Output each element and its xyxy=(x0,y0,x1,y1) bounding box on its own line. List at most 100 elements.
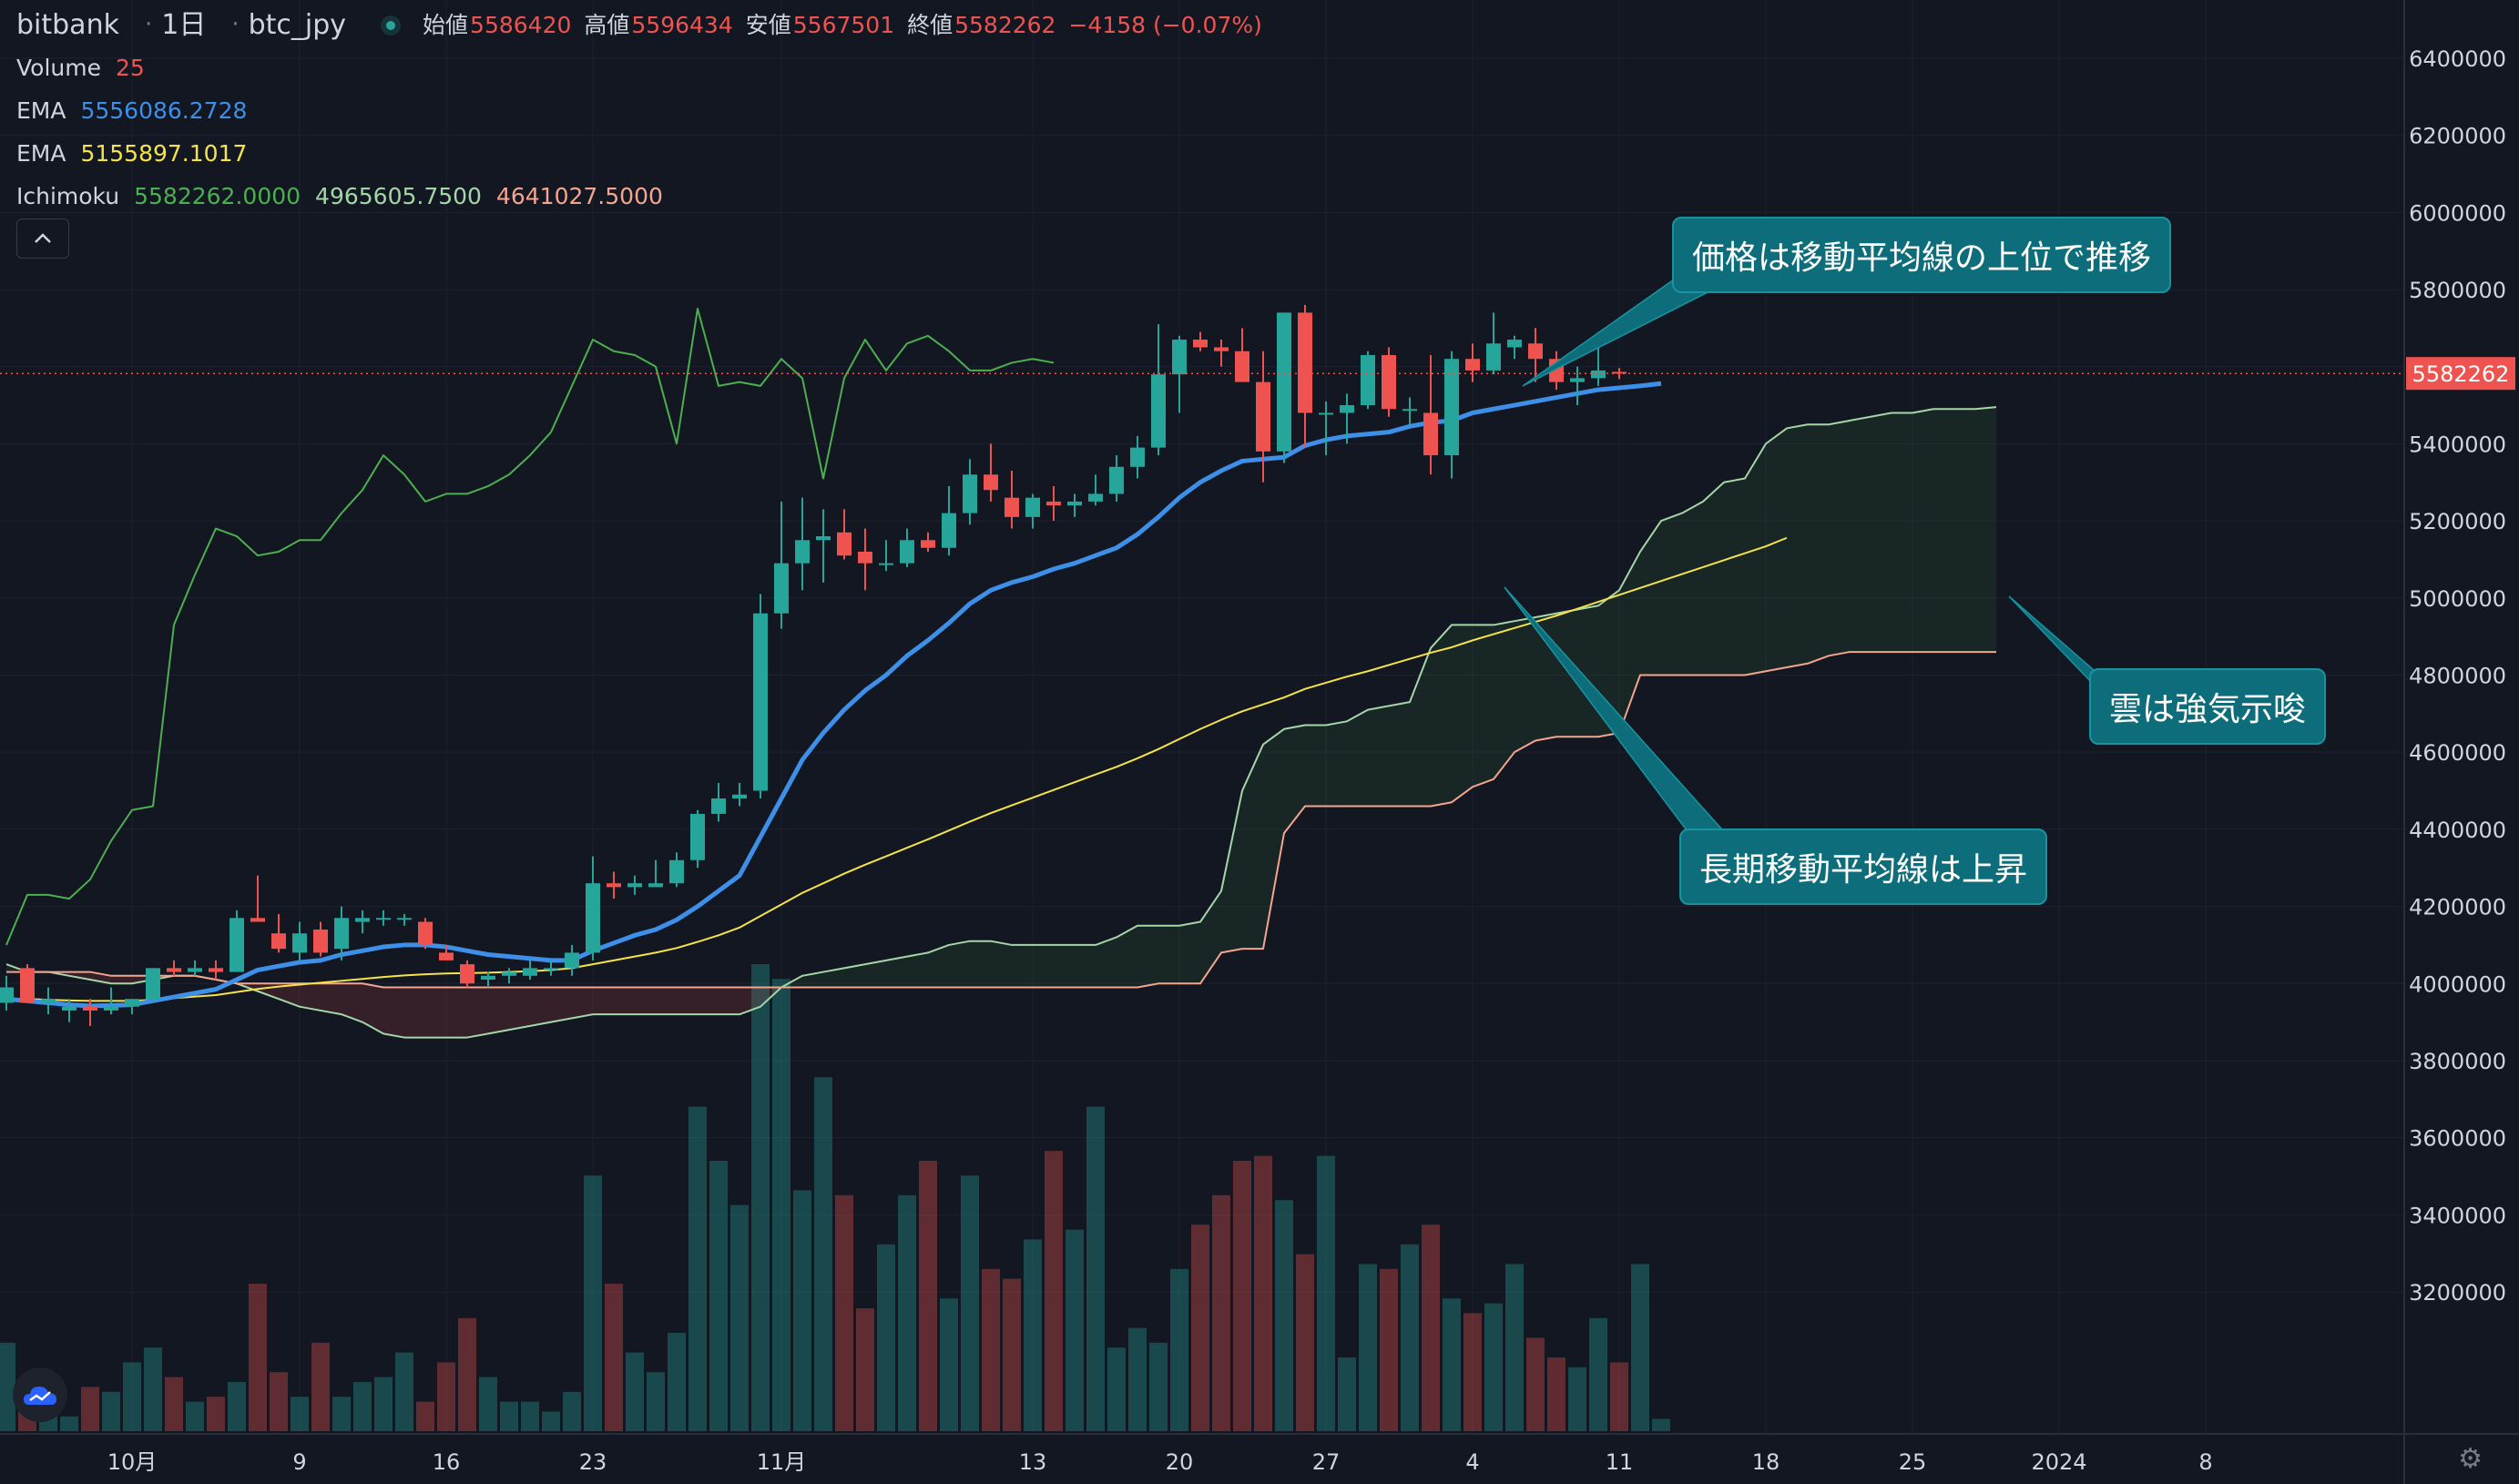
candle-body xyxy=(753,613,768,791)
candle-body xyxy=(376,918,391,920)
low-value: 5567501 xyxy=(792,12,895,38)
ichimoku-cloud-segment xyxy=(907,952,928,988)
ichimoku-cloud-segment xyxy=(656,987,677,1015)
candle-body xyxy=(586,883,600,953)
ichimoku-cloud-segment xyxy=(1703,482,1724,676)
volume-bar xyxy=(584,1175,602,1431)
ichimoku-cloud-segment xyxy=(1766,428,1787,672)
volume-bar xyxy=(1024,1239,1042,1431)
candle-body xyxy=(1130,447,1145,467)
ichimoku-legend[interactable]: Ichimoku 5582262.0000 4965605.7500 46410… xyxy=(16,175,1275,218)
volume-bar xyxy=(1443,1298,1461,1431)
ichimoku-cloud-segment xyxy=(1096,937,1117,988)
x-axis-tick-label: 4 xyxy=(1465,1449,1479,1475)
y-axis-tick-label: 6200000 xyxy=(2409,124,2506,149)
ichimoku-cloud-segment xyxy=(1431,625,1452,807)
candle-body xyxy=(1256,381,1270,452)
volume-bar xyxy=(793,1190,811,1431)
ichimoku-cloud-segment xyxy=(593,987,614,1015)
ichimoku-label: Ichimoku xyxy=(16,183,120,209)
candle-body xyxy=(481,975,495,981)
volume-bar xyxy=(1191,1225,1209,1431)
candle-body xyxy=(1277,312,1291,452)
volume-bar xyxy=(291,1397,309,1431)
candle-body xyxy=(104,1006,118,1011)
volume-bar xyxy=(730,1204,749,1431)
candle-body xyxy=(1361,354,1375,406)
volume-bar xyxy=(940,1298,958,1431)
current-price-label: 5582262 xyxy=(2412,361,2510,387)
volume-bar xyxy=(835,1194,853,1431)
y-axis-tick-label: 4800000 xyxy=(2409,663,2506,688)
volume-bar xyxy=(81,1387,99,1431)
candle-body xyxy=(711,798,726,814)
candle-body xyxy=(879,563,893,565)
volume-value: 25 xyxy=(115,55,145,81)
ichimoku-cloud-segment xyxy=(1871,412,1892,653)
candle-body xyxy=(62,1006,76,1011)
x-axis-tick-label: 11 xyxy=(1606,1449,1634,1475)
volume-bar xyxy=(479,1377,497,1431)
ichimoku-cloud-segment xyxy=(488,987,509,1034)
ichimoku-cloud-segment xyxy=(677,987,698,1015)
volume-bar xyxy=(1149,1342,1168,1431)
ema-slow-legend[interactable]: EMA 5155897.1017 xyxy=(16,132,1275,175)
high-label: 高値 xyxy=(584,12,630,38)
candle-body xyxy=(292,933,307,953)
volume-bar xyxy=(1422,1225,1440,1431)
interval[interactable]: 1日 xyxy=(161,9,207,41)
volume-label: Volume xyxy=(16,55,101,81)
high-value: 5596434 xyxy=(631,12,733,38)
volume-legend[interactable]: Volume 25 xyxy=(16,46,1275,89)
volume-bar xyxy=(102,1391,120,1431)
symbol-name[interactable]: btc_jpy xyxy=(248,9,347,41)
volume-bar xyxy=(1505,1264,1524,1431)
ichimoku-cloud-segment xyxy=(1326,721,1347,807)
ichimoku-cloud-segment xyxy=(865,960,886,988)
volume-bar xyxy=(186,1401,204,1431)
ema-fast-legend[interactable]: EMA 5556086.2728 xyxy=(16,89,1275,132)
candle-body xyxy=(837,532,852,556)
market-status-icon[interactable] xyxy=(381,15,402,36)
ichimoku-cloud-segment xyxy=(1745,443,1766,676)
ichimoku-cloud-segment xyxy=(300,983,321,1011)
ichimoku-cloud-segment xyxy=(1263,728,1284,950)
y-axis-tick-label: 3200000 xyxy=(2409,1280,2506,1306)
ichimoku-cloud-segment xyxy=(69,971,90,981)
volume-bar xyxy=(1547,1357,1565,1431)
candle-body xyxy=(565,952,579,969)
ichimoku-cloud-segment xyxy=(991,940,1012,988)
volume-bar xyxy=(688,1106,707,1431)
exchange-name[interactable]: bitbank xyxy=(16,9,119,41)
legend-collapse-button[interactable] xyxy=(16,219,69,259)
candle-body xyxy=(607,883,621,888)
tradingview-logo-icon[interactable] xyxy=(13,1367,67,1422)
volume-bar xyxy=(668,1333,686,1431)
candle-body xyxy=(816,536,831,541)
ichimoku-value-3: 4641027.5000 xyxy=(495,183,663,209)
ichimoku-cloud-segment xyxy=(342,983,362,1022)
x-axis-tick-label: 9 xyxy=(292,1449,306,1475)
candle-body xyxy=(1214,347,1229,351)
chart-settings-gear-icon[interactable]: ⚙ xyxy=(2458,1443,2483,1475)
volume-bar xyxy=(374,1377,393,1431)
ichimoku-cloud-segment xyxy=(1473,625,1494,788)
x-axis-tick-label: 16 xyxy=(433,1449,461,1475)
ichimoku-cloud-segment xyxy=(698,987,719,1015)
volume-bar xyxy=(1338,1357,1356,1431)
candle-body xyxy=(523,968,537,976)
ichimoku-cloud-segment xyxy=(844,964,865,988)
callout-cloud-bullish: 雲は強気示唆 xyxy=(2089,668,2327,745)
volume-bar xyxy=(1359,1264,1377,1431)
volume-bar xyxy=(605,1284,623,1431)
candle-body xyxy=(250,918,265,922)
volume-bar xyxy=(1275,1200,1293,1431)
candle-body xyxy=(1172,340,1187,375)
volume-bar xyxy=(542,1411,560,1431)
ichimoku-cloud-segment xyxy=(1410,647,1431,807)
candle-body xyxy=(1298,312,1312,413)
ichimoku-cloud-segment xyxy=(1640,521,1661,676)
volume-bar xyxy=(437,1362,455,1431)
ichimoku-cloud-segment xyxy=(1850,416,1871,653)
ichimoku-cloud-segment xyxy=(1682,501,1703,676)
